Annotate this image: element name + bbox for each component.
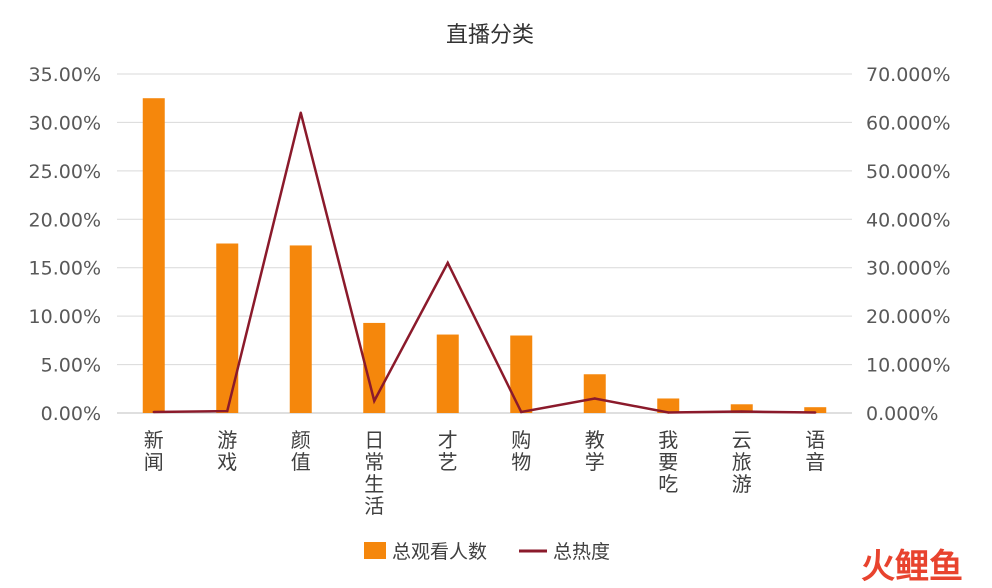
line-point xyxy=(226,409,229,413)
legend-label-line: 总热度 xyxy=(553,541,610,563)
line-point xyxy=(152,410,155,414)
category-label: 新闻 xyxy=(144,428,164,474)
bar-series xyxy=(142,98,827,413)
line-point xyxy=(740,410,743,413)
right-tick-label: 60.000% xyxy=(866,112,951,134)
line-point xyxy=(446,261,449,265)
right-tick-label: 70.000% xyxy=(866,64,951,86)
left-tick-label: 35.00% xyxy=(29,64,101,86)
line-point xyxy=(814,411,817,414)
line-point xyxy=(667,411,670,414)
line-point xyxy=(373,399,376,403)
line-point xyxy=(299,111,302,114)
legend-label-bar: 总观看人数 xyxy=(392,541,487,563)
category-label: 颜值 xyxy=(291,428,311,474)
left-tick-label: 0.00% xyxy=(41,403,101,425)
bar xyxy=(216,243,239,413)
bar xyxy=(436,334,459,413)
line-series xyxy=(152,111,817,414)
category-labels: 新闻 游戏 颜值 日常生活 才艺 购物 教学 我要吃 云旅游 语音 xyxy=(144,428,826,518)
left-axis-ticks: 0.00% 5.00% 10.00% 15.00% 20.00% 25.00% 30.00%… xyxy=(29,64,101,425)
category-label: 游戏 xyxy=(217,428,237,474)
category-label: 才艺 xyxy=(438,428,458,474)
brand-logo: 火鲤鱼 xyxy=(861,547,963,587)
bar xyxy=(730,404,753,413)
category-label: 语音 xyxy=(805,428,825,474)
chart-title: 直播分类 xyxy=(446,23,534,48)
left-tick-label: 5.00% xyxy=(41,355,101,377)
left-tick-label: 25.00% xyxy=(29,161,101,183)
right-axis-ticks: 0.000% 10.000% 20.000% 30.000% 40.000% 50.000… xyxy=(866,64,951,425)
right-tick-label: 40.000% xyxy=(866,209,951,231)
category-label: 我要吃 xyxy=(658,428,678,496)
line-point xyxy=(593,397,596,400)
legend-swatch-bar xyxy=(364,542,386,559)
right-tick-label: 50.000% xyxy=(866,161,951,183)
bar xyxy=(657,398,680,413)
line-path xyxy=(153,112,816,414)
left-tick-label: 10.00% xyxy=(29,306,101,328)
bar xyxy=(142,98,165,413)
right-tick-label: 30.000% xyxy=(866,258,951,280)
bar xyxy=(804,407,827,413)
category-label: 教学 xyxy=(585,428,605,474)
bar xyxy=(583,374,606,413)
category-label: 购物 xyxy=(511,428,531,474)
legend: 总观看人数 总热度 xyxy=(364,541,610,563)
left-tick-label: 30.00% xyxy=(29,112,101,134)
bar xyxy=(289,245,312,413)
left-tick-label: 20.00% xyxy=(29,209,101,231)
category-label: 日常生活 xyxy=(364,428,384,518)
line-point xyxy=(520,410,523,414)
category-label: 云旅游 xyxy=(732,428,752,496)
left-tick-label: 15.00% xyxy=(29,258,101,280)
bar xyxy=(510,335,533,413)
right-tick-label: 0.000% xyxy=(866,403,938,425)
right-tick-label: 20.000% xyxy=(866,306,951,328)
right-tick-label: 10.000% xyxy=(866,355,951,377)
